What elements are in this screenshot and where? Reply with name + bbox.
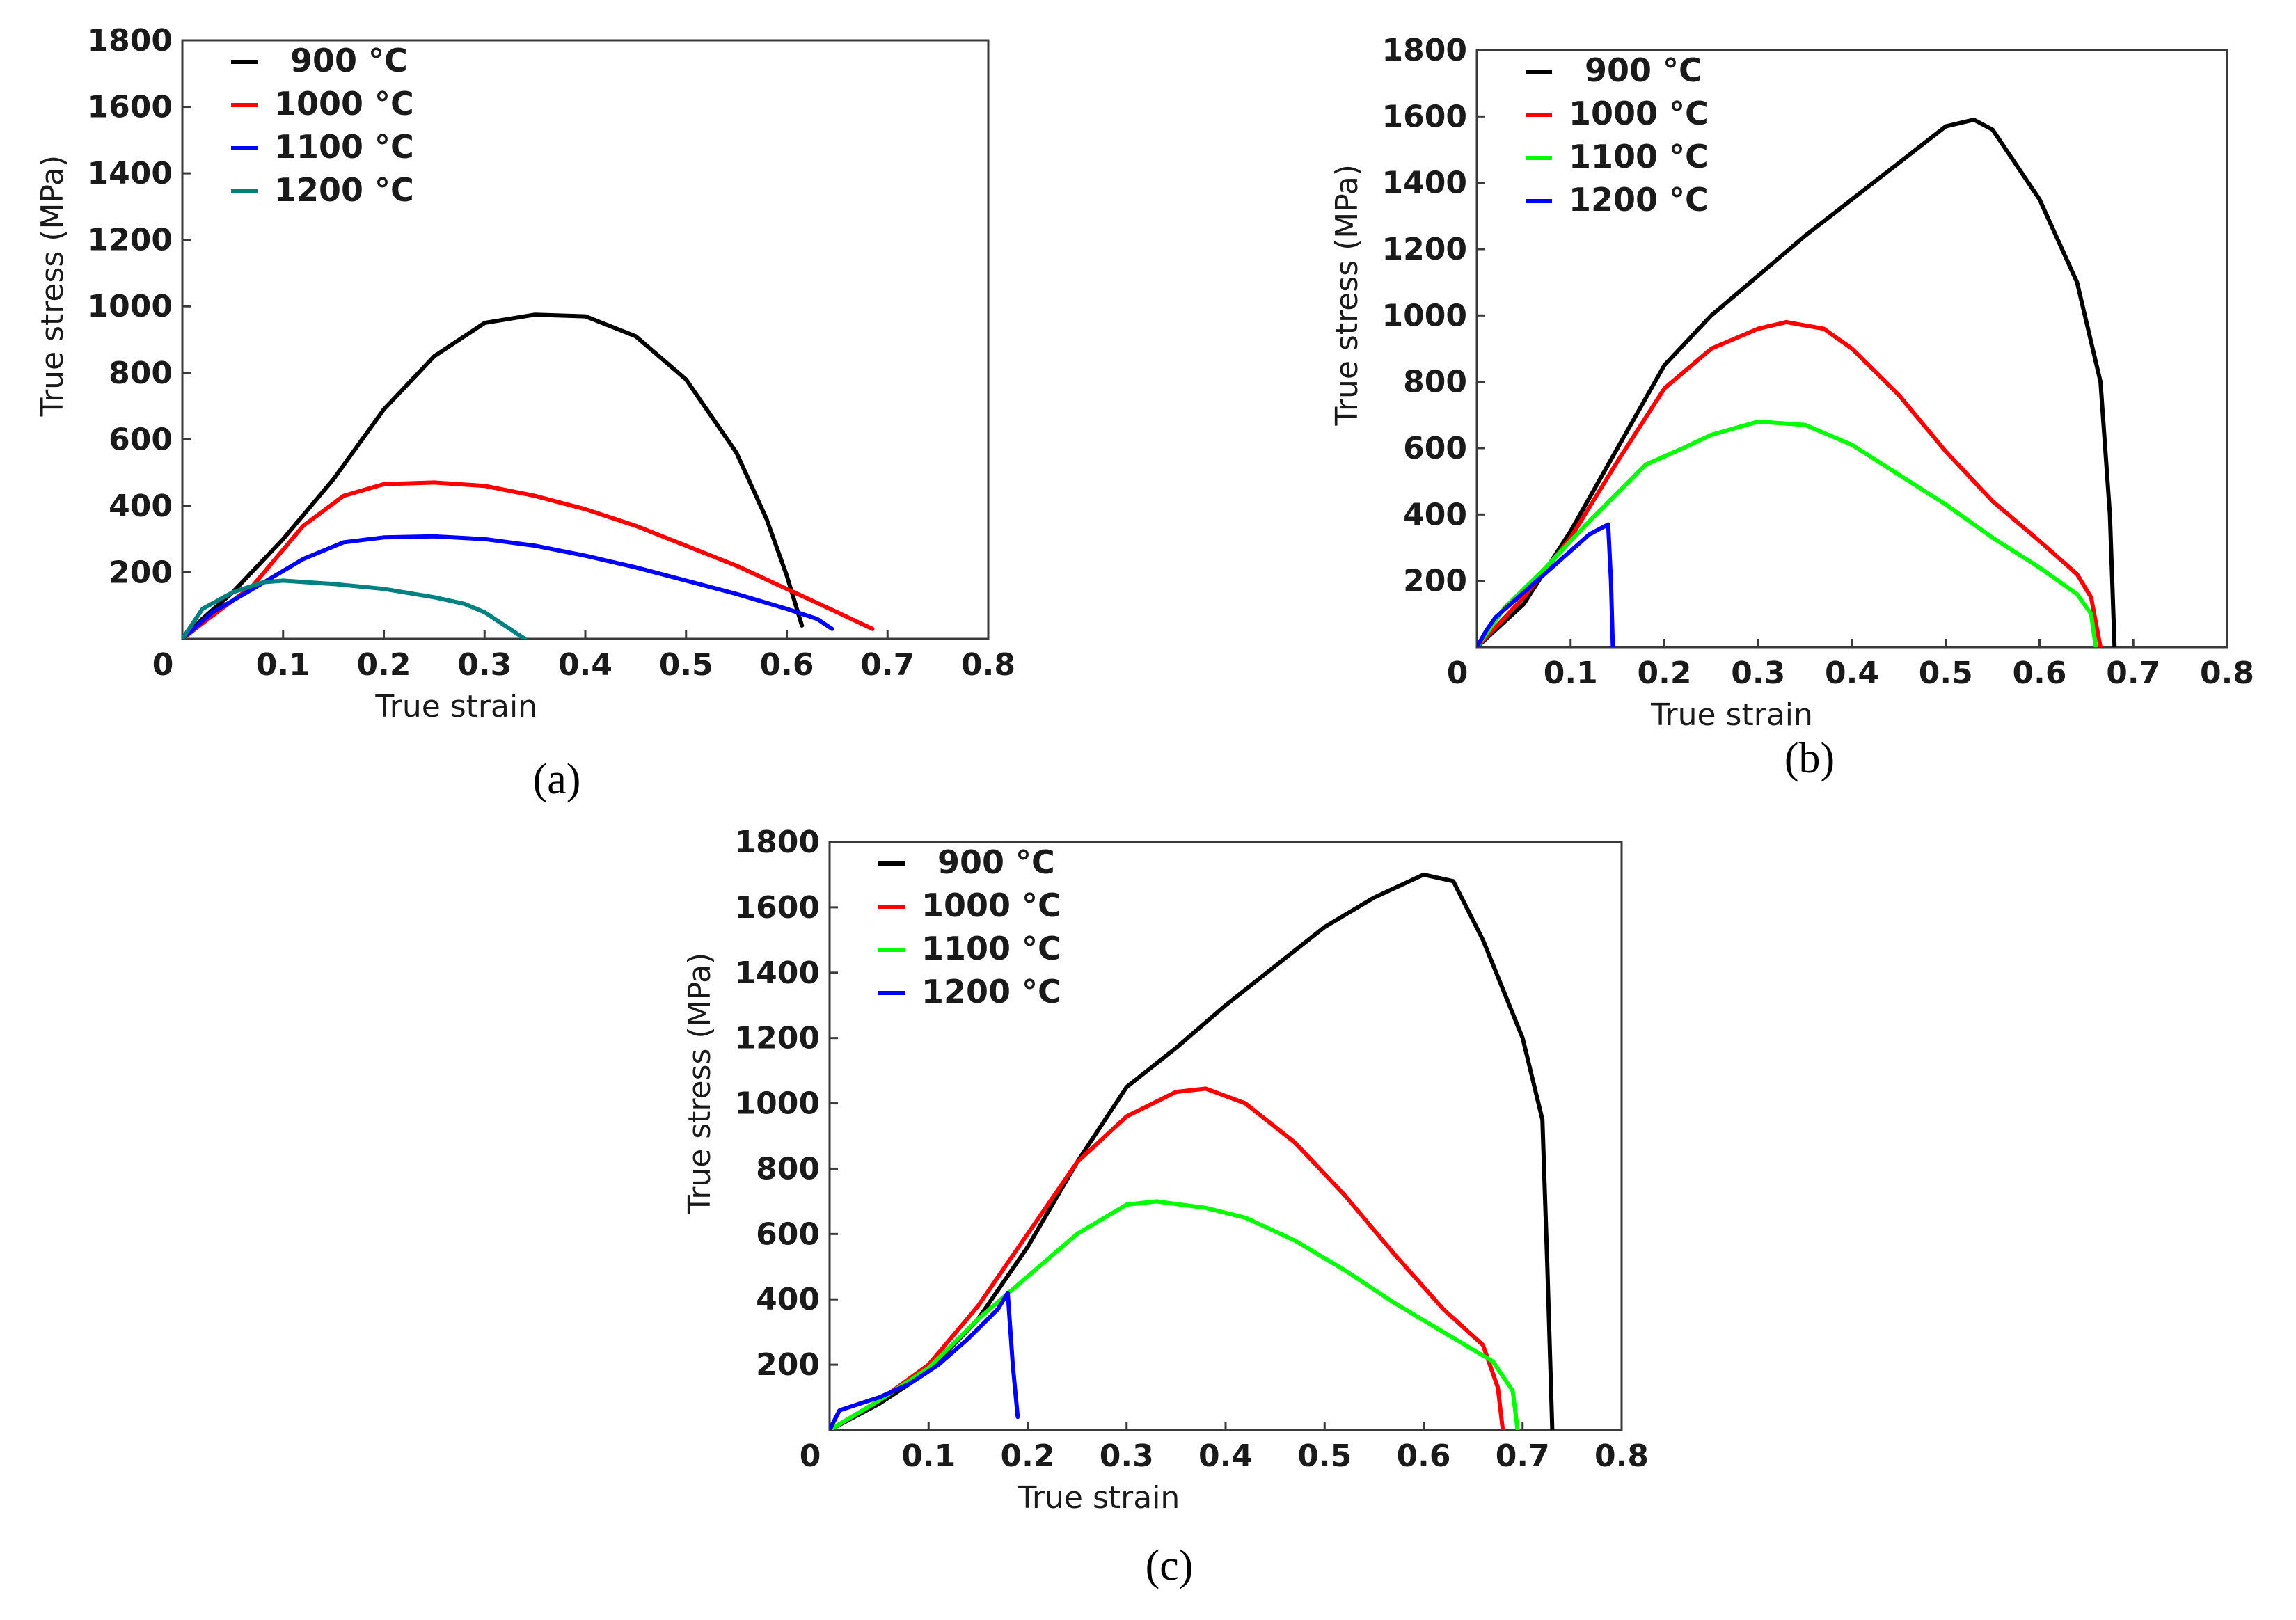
y-tick-label: 1600: [735, 890, 820, 926]
y-tick-label: 1400: [88, 156, 173, 191]
y-tick-label: 800: [109, 356, 173, 391]
y-axis-title: True stress (MPa): [35, 155, 70, 417]
x-tick-label: 0.2: [1638, 656, 1692, 691]
x-tick-label: 0.4: [558, 647, 612, 683]
y-tick-label: 400: [1403, 497, 1467, 532]
series-line-1200c: [182, 578, 528, 639]
x-tick-label: 0: [152, 647, 174, 683]
series-line-900c: [182, 312, 805, 639]
legend-label: 1200 °C: [274, 171, 414, 209]
legend-label: 1100 °C: [921, 930, 1061, 967]
panel-label: (b): [1784, 735, 1835, 782]
x-tick-label: 0.3: [1731, 656, 1785, 691]
y-tick-label: 1800: [88, 23, 173, 58]
x-tick-label: 0.8: [1594, 1438, 1649, 1474]
y-tick-label: 400: [109, 489, 173, 524]
series-line-1200c: [830, 1290, 1020, 1430]
y-tick-label: 1800: [1382, 33, 1467, 68]
panel-label: (c): [1146, 1542, 1194, 1589]
y-axis-title: True stress (MPa): [682, 953, 718, 1214]
chart-panel-3: 0 0.1 0.2 0.3 0.4 0.5 0.6 0.7 0.8 200 400 600 800 100…: [682, 825, 1649, 1589]
y-tick-label: 400: [756, 1282, 820, 1317]
x-tick-label: 0.1: [1544, 656, 1598, 691]
y-tick-label: 800: [1403, 365, 1467, 400]
y-tick-label: 1400: [735, 955, 820, 991]
y-tick-label: 200: [756, 1347, 820, 1383]
legend-label: 1100 °C: [274, 128, 414, 166]
y-tick-label: 600: [756, 1216, 820, 1252]
x-tick-label: 0.8: [961, 647, 1015, 683]
y-tick-label: 1400: [1382, 166, 1467, 201]
y-tick-label: 800: [756, 1151, 820, 1186]
series-line-1100c: [1477, 419, 2098, 647]
y-tick-label: 200: [1403, 564, 1467, 599]
legend-label: 900 °C: [274, 42, 408, 79]
x-tick-label: 0.6: [1397, 1438, 1451, 1474]
y-tick-label: 1200: [1382, 232, 1467, 267]
y-tick-label: 1600: [88, 90, 173, 125]
x-tick-label: 0.2: [357, 647, 411, 683]
x-tick-label: 0.7: [2106, 656, 2160, 691]
series-line-1100c: [182, 534, 834, 639]
y-tick-label: 1800: [735, 825, 820, 860]
y-tick-label: 1600: [1382, 99, 1467, 134]
x-tick-label: 0.6: [2013, 656, 2067, 691]
x-tick-label: 0.7: [860, 647, 915, 683]
x-tick-label: 0.1: [901, 1438, 956, 1474]
x-tick-label: 0.4: [1198, 1438, 1253, 1474]
y-tick-label: 1000: [735, 1086, 820, 1122]
legend-label: 1000 °C: [1569, 95, 1709, 132]
legend-label: 1100 °C: [1569, 138, 1709, 175]
series-line-1000c: [1477, 319, 2103, 647]
x-tick-label: 0.3: [457, 647, 512, 683]
chart-panel-2: 0 0.1 0.2 0.3 0.4 0.5 0.6 0.7 0.8 200 400 600 800 100…: [1329, 33, 2254, 782]
series-line-1200c: [1477, 522, 1615, 647]
x-tick-label: 0.4: [1825, 656, 1879, 691]
x-axis-title: True strain: [374, 689, 537, 724]
series-line-1100c: [830, 1199, 1520, 1430]
x-axis-title: True strain: [1650, 697, 1813, 733]
y-tick-label: 1000: [1382, 298, 1467, 333]
x-tick-label: 0.8: [2200, 656, 2254, 691]
x-tick-label: 0.3: [1100, 1438, 1154, 1474]
y-tick-label: 1200: [88, 223, 173, 258]
chart-panel-1: 0 0.1 0.2 0.3 0.4 0.5 0.6 0.7 0.8 200 400 600 800 100…: [35, 23, 1015, 803]
y-tick-label: 600: [109, 422, 173, 457]
y-tick-label: 200: [109, 555, 173, 590]
x-tick-label: 0.7: [1496, 1438, 1550, 1474]
x-tick-label: 0.6: [760, 647, 814, 683]
y-tick-label: 600: [1403, 431, 1467, 466]
panel-label: (a): [533, 756, 581, 803]
y-tick-label: 1200: [735, 1021, 820, 1056]
y-tick-label: 1000: [88, 289, 173, 324]
series-line-900c: [1477, 118, 2117, 647]
y-axis-title: True stress (MPa): [1329, 164, 1365, 426]
x-axis-title: True strain: [1018, 1480, 1180, 1516]
x-tick-label: 0.5: [1297, 1438, 1352, 1474]
legend-label: 900 °C: [921, 843, 1055, 881]
x-tick-label: 0: [800, 1438, 821, 1474]
legend-label: 1200 °C: [1569, 181, 1709, 219]
series-line-1000c: [830, 1086, 1505, 1430]
x-tick-label: 0: [1447, 656, 1468, 691]
series-line-1000c: [182, 480, 875, 639]
x-tick-label: 0.1: [256, 647, 310, 683]
x-tick-label: 0.5: [1919, 656, 1973, 691]
legend-label: 1000 °C: [921, 887, 1061, 924]
x-tick-label: 0.2: [1001, 1438, 1055, 1474]
legend-label: 1200 °C: [921, 973, 1061, 1010]
legend-label: 1000 °C: [274, 85, 414, 122]
x-tick-label: 0.5: [659, 647, 713, 683]
legend-label: 900 °C: [1569, 51, 1702, 89]
